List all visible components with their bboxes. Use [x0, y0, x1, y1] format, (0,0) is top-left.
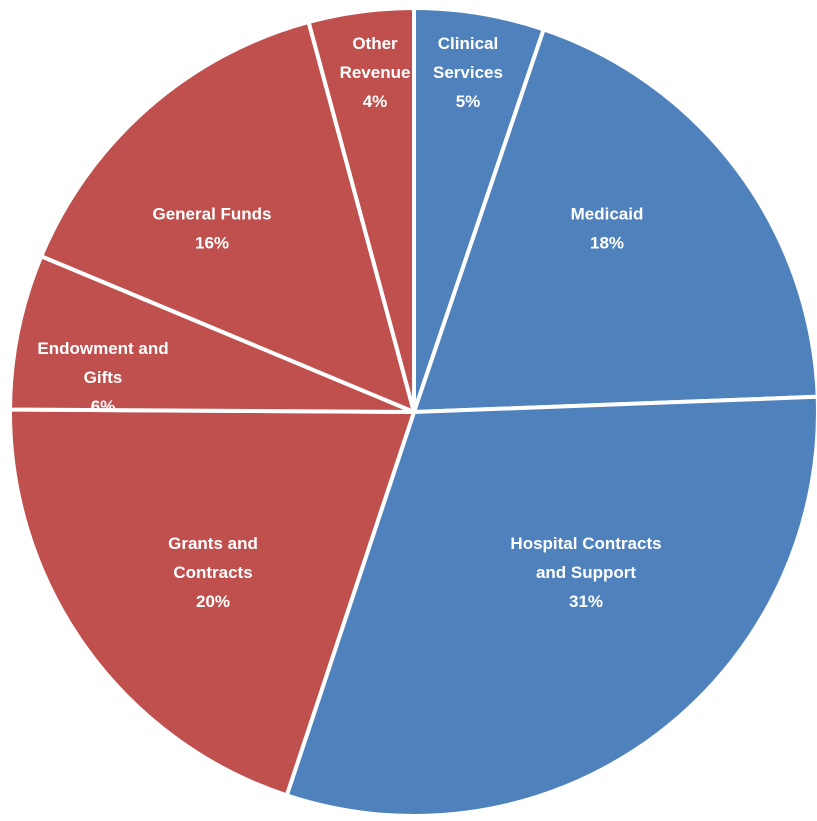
pie-slice-medicaid [412, 27, 817, 414]
slice-name-line: Endowment and [37, 339, 168, 358]
slice-name-line: Other [352, 34, 398, 53]
slice-percent-label: 18% [590, 234, 624, 253]
slice-label-general-funds: General Funds 16% [152, 205, 271, 253]
slice-label-endowment-and-gifts: Endowment and Gifts 6% [37, 339, 168, 416]
slice-percent-label: 5% [456, 92, 481, 111]
slice-label-clinical-services: Clinical Services 5% [433, 34, 503, 111]
pie-slice-hospital-contracts-and-support [284, 394, 817, 818]
slice-label-hospital-contracts-and-support: Hospital Contracts and Support 31% [510, 534, 661, 611]
slice-percent-label: 4% [363, 92, 388, 111]
slice-percent-label: 6% [91, 397, 116, 416]
pie-slice-grants-and-contracts [8, 407, 416, 798]
slice-name-line: Services [433, 63, 503, 82]
slice-percent-label: 31% [569, 592, 603, 611]
slices-layer [8, 6, 817, 818]
pie-slice-other-revenue [306, 6, 416, 414]
slice-percent-label: 20% [196, 592, 230, 611]
slice-name-line: Clinical [438, 34, 498, 53]
slice-name-line: and Support [536, 563, 636, 582]
pie-slice-general-funds [39, 19, 416, 414]
pie-slice-endowment-and-gifts [8, 254, 416, 414]
slice-name-line: Contracts [173, 563, 252, 582]
slice-label-other-revenue: Other Revenue 4% [340, 34, 411, 111]
slice-name-line: Medicaid [571, 205, 644, 224]
slice-label-medicaid: Medicaid 18% [571, 205, 644, 253]
slice-name-line: Gifts [84, 368, 123, 387]
slice-name-line: Grants and [168, 534, 258, 553]
slice-name-line: Hospital Contracts [510, 534, 661, 553]
slice-percent-label: 16% [195, 234, 229, 253]
slice-label-grants-and-contracts: Grants and Contracts 20% [168, 534, 258, 611]
slice-name-line: General Funds [152, 205, 271, 224]
labels-layer: Clinical Services 5% Medicaid 18% Hospital Co… [37, 34, 661, 611]
slice-name-line: Revenue [340, 63, 411, 82]
